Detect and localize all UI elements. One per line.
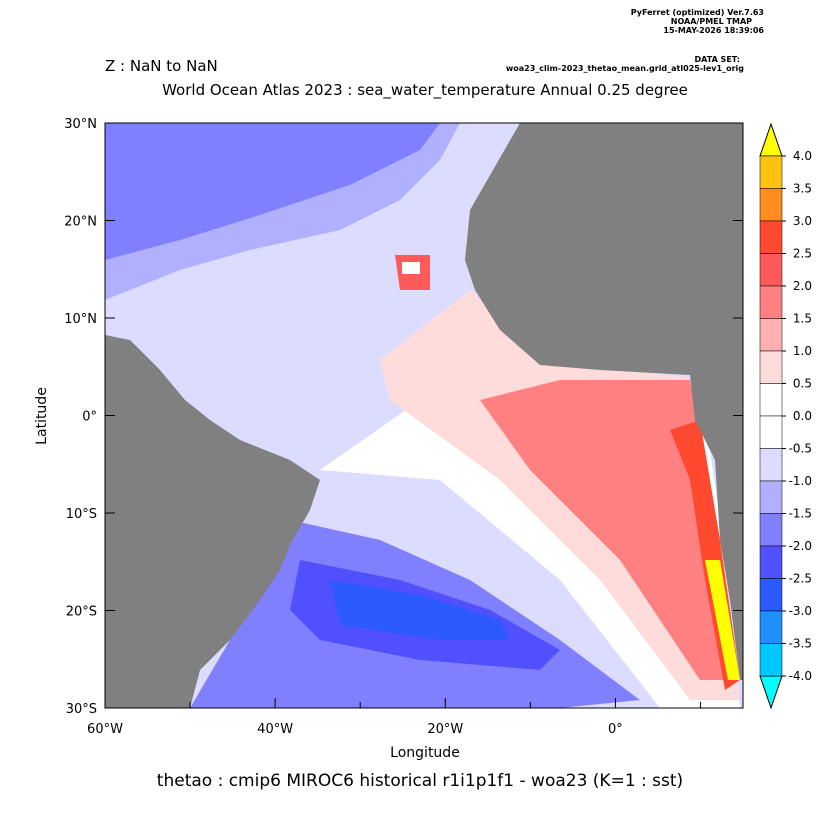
colorbar-label: -0.5 xyxy=(789,442,812,456)
colorbar-label: -1.5 xyxy=(789,507,812,521)
y-tick-label: 20°N xyxy=(64,215,97,230)
colorbar-label: -3.5 xyxy=(789,637,812,651)
colorbar-label: 1.0 xyxy=(793,344,812,358)
colorbar-band xyxy=(759,643,783,677)
dataset: woa23_clim-2023_thetao_mean.grid_atl025-… xyxy=(506,64,744,73)
y-tick-label: 10°N xyxy=(64,312,97,327)
colorbar-label: 2.0 xyxy=(793,279,812,293)
colorbar-band xyxy=(759,578,783,612)
y-label: Latitude xyxy=(34,387,50,445)
map-field xyxy=(104,122,744,709)
field-region xyxy=(105,123,440,260)
colorbar-band xyxy=(759,220,783,254)
subtitle: Z : NaN to NaN xyxy=(105,57,218,75)
colorbar-label: 3.5 xyxy=(793,182,812,196)
colorbar-over xyxy=(759,122,783,157)
field-region xyxy=(402,262,420,274)
x-tick-label: 40°W xyxy=(257,722,293,737)
field-region xyxy=(480,380,735,680)
x-label: Longitude xyxy=(390,745,460,761)
colorbar-label: -1.0 xyxy=(789,474,812,488)
colorbar-label: 2.5 xyxy=(793,247,812,261)
colorbar-band xyxy=(759,415,783,449)
colorbar-label: -2.5 xyxy=(789,572,812,586)
colorbar-label: 0.5 xyxy=(793,377,812,391)
date: 15-MAY-2026 18:39:06 xyxy=(663,26,764,35)
software: PyFerret (optimized) Ver.7.63 xyxy=(631,8,764,17)
colorbar-band xyxy=(759,480,783,514)
x-tick-label: 60°W xyxy=(87,722,123,737)
y-tick-label: 20°S xyxy=(66,605,97,620)
colorbar-label: -3.0 xyxy=(789,604,812,618)
land xyxy=(465,123,743,680)
field-region xyxy=(330,580,510,640)
y-tick-label: 30°S xyxy=(66,702,97,717)
dataset-label: DATA SET: xyxy=(695,55,740,64)
colorbar-band xyxy=(759,448,783,482)
colorbar-label: 3.0 xyxy=(793,214,812,228)
colorbar-band xyxy=(759,513,783,547)
x-tick-label: 0° xyxy=(608,722,623,737)
colorbar-band xyxy=(759,188,783,222)
colorbar-band xyxy=(759,155,783,189)
colorbar-label: 4.0 xyxy=(793,149,812,163)
land xyxy=(105,335,320,708)
colorbar-band xyxy=(759,318,783,352)
colorbar-label: -4.0 xyxy=(789,669,812,683)
colorbar-band xyxy=(759,383,783,417)
title: World Ocean Atlas 2023 : sea_water_tempe… xyxy=(162,81,688,100)
colorbar-band xyxy=(759,610,783,644)
y-tick-label: 30°N xyxy=(64,117,97,132)
colorbar-label: 1.5 xyxy=(793,312,812,326)
colorbar-band xyxy=(759,545,783,579)
colorbar-band xyxy=(759,350,783,384)
colorbar-label: -2.0 xyxy=(789,539,812,553)
colorbar-label: 0.0 xyxy=(793,409,812,423)
colorbar-band xyxy=(759,285,783,319)
field-region xyxy=(705,560,740,680)
colorbar-band xyxy=(759,253,783,287)
x-tick-label: 20°W xyxy=(427,722,463,737)
caption: thetao : cmip6 MIROC6 historical r1i1p1f… xyxy=(157,771,683,791)
y-tick-label: 10°S xyxy=(66,507,97,522)
colorbar-under xyxy=(759,675,783,710)
y-tick-label: 0° xyxy=(82,410,97,425)
org: NOAA/PMEL TMAP xyxy=(671,17,752,26)
